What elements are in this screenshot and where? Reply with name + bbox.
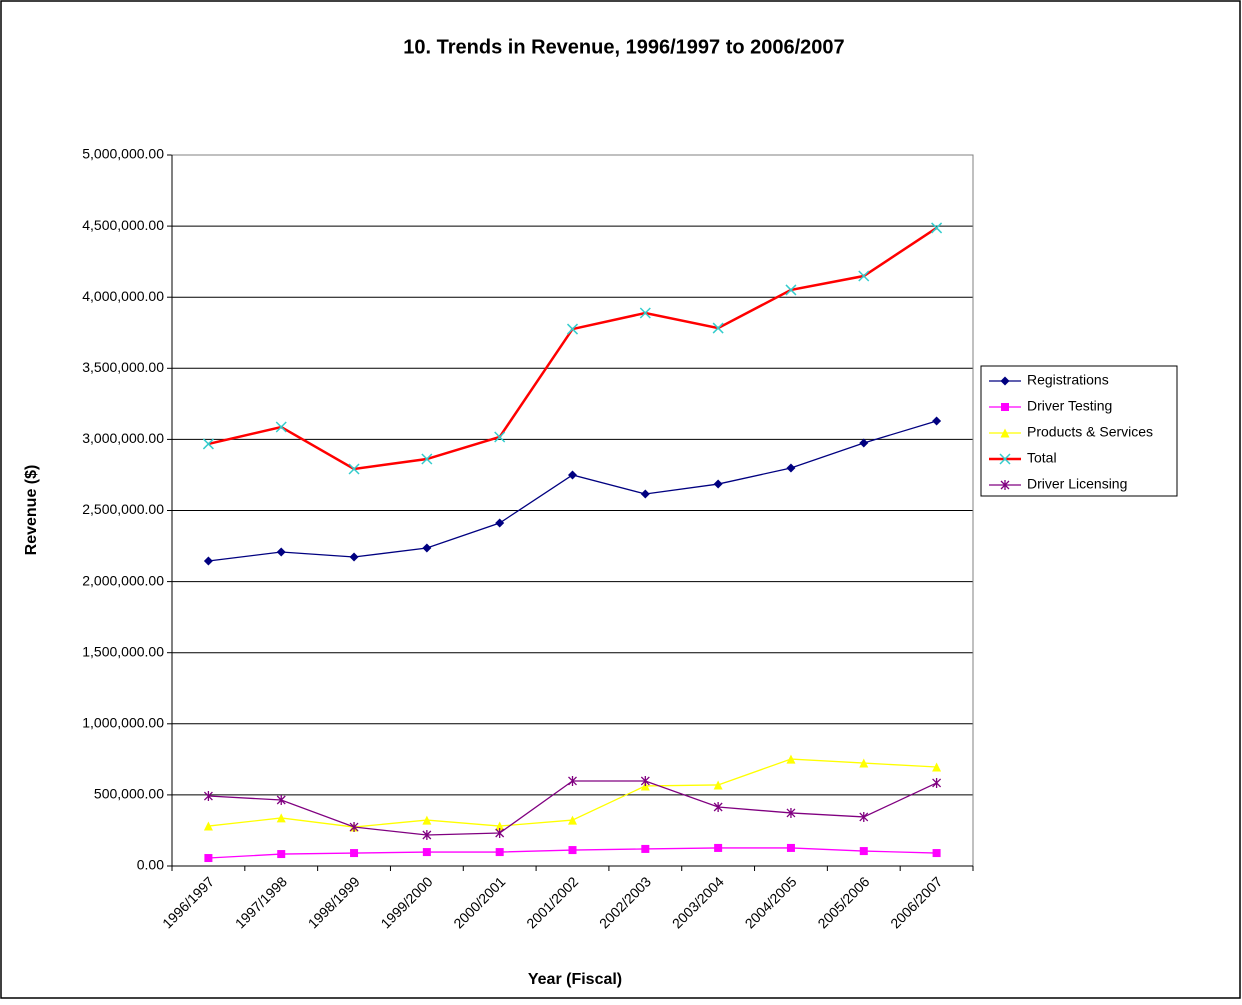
data-point bbox=[932, 762, 942, 772]
data-point bbox=[932, 777, 942, 788]
data-point bbox=[859, 847, 868, 856]
y-tick-label: 500,000.00 bbox=[94, 786, 164, 802]
data-point bbox=[495, 518, 505, 528]
data-point bbox=[422, 848, 431, 857]
data-point bbox=[495, 848, 504, 857]
data-point bbox=[859, 438, 869, 448]
y-tick-label: 3,500,000.00 bbox=[82, 359, 164, 375]
data-point bbox=[712, 322, 724, 334]
data-point bbox=[276, 813, 286, 823]
data-point bbox=[786, 754, 796, 764]
y-tick-label: 4,000,000.00 bbox=[82, 288, 164, 304]
legend-marker bbox=[1000, 376, 1010, 386]
data-point bbox=[494, 431, 506, 443]
data-point bbox=[785, 284, 797, 296]
data-point bbox=[422, 830, 432, 840]
legend-marker bbox=[999, 453, 1011, 465]
data-point bbox=[931, 222, 943, 234]
data-point bbox=[495, 821, 505, 831]
data-point bbox=[276, 795, 286, 806]
data-point bbox=[422, 815, 432, 825]
data-point bbox=[568, 846, 577, 855]
x-axis-label: Year (Fiscal) bbox=[528, 971, 622, 988]
legend-label: Driver Testing bbox=[1027, 398, 1112, 414]
data-point bbox=[859, 758, 869, 768]
data-point bbox=[204, 854, 213, 863]
chart-title: 10. Trends in Revenue, 1996/1997 to 2006… bbox=[403, 36, 844, 58]
data-point bbox=[786, 843, 795, 852]
data-point bbox=[203, 791, 213, 802]
legend-label: Driver Licensing bbox=[1027, 476, 1127, 492]
data-point bbox=[713, 801, 723, 812]
data-point bbox=[203, 556, 213, 566]
y-tick-label: 4,500,000.00 bbox=[82, 217, 164, 233]
data-point bbox=[277, 850, 286, 859]
data-point bbox=[568, 815, 577, 825]
legend-marker bbox=[1001, 403, 1009, 411]
y-tick-label: 0.00 bbox=[137, 857, 164, 873]
legend-label: Total bbox=[1027, 450, 1057, 466]
data-point bbox=[275, 421, 287, 433]
legend-marker bbox=[1000, 428, 1010, 438]
legend-label: Products & Services bbox=[1027, 424, 1153, 440]
data-point bbox=[568, 470, 577, 480]
y-tick-label: 2,000,000.00 bbox=[82, 572, 164, 588]
data-point bbox=[859, 811, 869, 822]
data-point bbox=[203, 821, 213, 831]
data-point bbox=[786, 807, 796, 818]
data-point bbox=[714, 843, 723, 852]
data-point bbox=[422, 543, 432, 553]
data-point bbox=[421, 453, 433, 465]
data-point bbox=[786, 463, 796, 473]
y-tick-label: 3,000,000.00 bbox=[82, 430, 164, 446]
data-point bbox=[202, 438, 214, 450]
data-point bbox=[495, 828, 505, 839]
data-point bbox=[641, 844, 650, 853]
data-point bbox=[276, 547, 286, 557]
data-point bbox=[932, 849, 941, 858]
data-point bbox=[858, 270, 870, 282]
y-tick-label: 1,500,000.00 bbox=[82, 643, 164, 659]
data-point bbox=[640, 489, 650, 499]
data-point bbox=[713, 780, 723, 790]
data-point bbox=[350, 849, 359, 858]
y-tick-label: 1,000,000.00 bbox=[82, 715, 164, 731]
data-point bbox=[713, 479, 723, 489]
y-tick-label: 5,000,000.00 bbox=[82, 146, 164, 162]
data-point bbox=[349, 552, 359, 562]
y-tick-label: 2,500,000.00 bbox=[82, 501, 164, 517]
data-point bbox=[566, 323, 579, 335]
data-point bbox=[932, 416, 942, 426]
legend-box bbox=[980, 365, 1178, 497]
legend-label: Registrations bbox=[1027, 372, 1109, 388]
data-point bbox=[639, 307, 651, 319]
data-point bbox=[348, 463, 360, 475]
legend-marker bbox=[1000, 480, 1010, 490]
y-axis-label: Revenue ($) bbox=[23, 465, 40, 556]
data-point bbox=[349, 822, 359, 833]
data-point bbox=[568, 775, 577, 786]
data-point bbox=[640, 775, 650, 786]
